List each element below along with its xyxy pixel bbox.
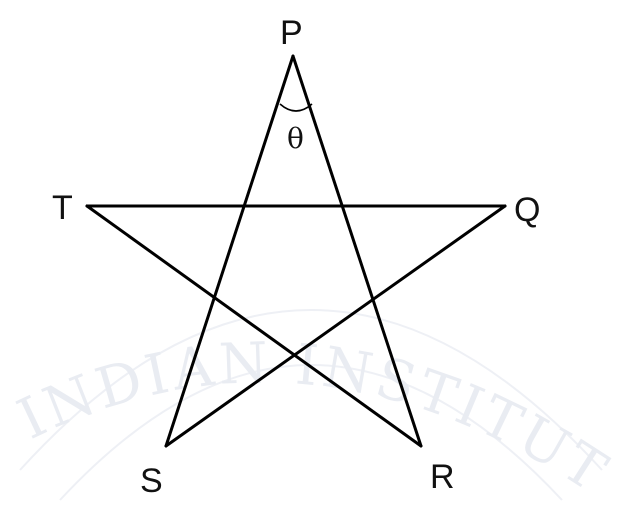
edge-p-s [164, 54, 295, 448]
vertex-label-p: P [280, 14, 303, 52]
edge-t-r [85, 204, 423, 448]
edge-q-s [164, 204, 507, 448]
star-edges [85, 54, 507, 448]
vertex-label-t: T [52, 189, 73, 227]
watermark-ring-inner [59, 364, 563, 501]
watermark-ring-outer [19, 309, 603, 471]
watermark: INDIAN INSTITUTE OF [0, 0, 617, 507]
vertex-label-q: Q [514, 191, 540, 229]
vertex-label-r: R [430, 458, 455, 496]
edge-p-r [291, 54, 423, 448]
angle-arc-at-p [279, 103, 313, 112]
angle-theta-label: θ [287, 122, 304, 155]
watermark-text: INDIAN INSTITUTE OF [0, 0, 617, 507]
vertex-label-s: S [140, 462, 163, 500]
